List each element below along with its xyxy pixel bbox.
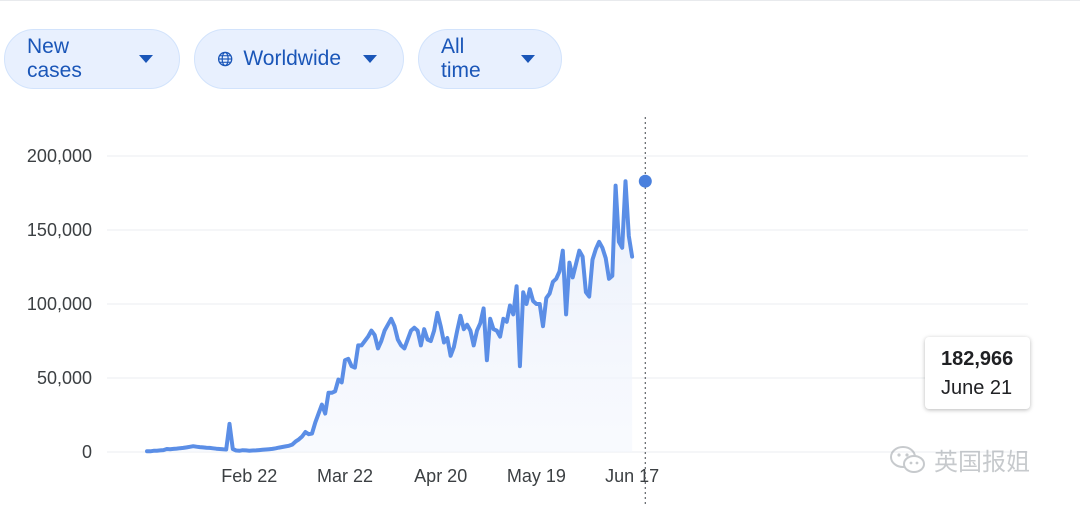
top-divider bbox=[0, 0, 1080, 1]
y-tick-label: 50,000 bbox=[37, 368, 92, 388]
series-line bbox=[145, 179, 635, 454]
x-tick-label: Apr 20 bbox=[414, 466, 467, 486]
caret-down-icon bbox=[139, 55, 153, 63]
caret-down-icon bbox=[363, 55, 377, 63]
region-dropdown[interactable]: Worldwide bbox=[194, 29, 404, 89]
region-dropdown-label: Worldwide bbox=[243, 47, 341, 70]
x-tick-label: Jun 17 bbox=[605, 466, 659, 486]
x-tick-label: Feb 22 bbox=[221, 466, 277, 486]
highlight-point[interactable] bbox=[638, 174, 652, 188]
y-tick-label: 0 bbox=[82, 442, 92, 462]
tooltip: 182,966 June 21 bbox=[925, 337, 1030, 409]
watermark: 英国报姐 bbox=[888, 442, 1030, 477]
tooltip-value: 182,966 bbox=[941, 348, 1014, 370]
x-tick-label: May 19 bbox=[507, 466, 566, 486]
y-tick-label: 200,000 bbox=[27, 146, 92, 166]
wechat-icon bbox=[890, 445, 925, 473]
metric-dropdown-label: New cases bbox=[27, 35, 82, 82]
globe-icon bbox=[217, 51, 233, 67]
filter-bar: New cases Worldwide All time bbox=[4, 29, 562, 93]
range-dropdown-label: All time bbox=[441, 35, 481, 82]
watermark-text: 英国报姐 bbox=[934, 448, 1030, 476]
caret-down-icon bbox=[521, 55, 535, 63]
y-tick-label: 150,000 bbox=[27, 220, 92, 240]
metric-dropdown[interactable]: New cases bbox=[4, 29, 180, 89]
range-dropdown[interactable]: All time bbox=[418, 29, 562, 89]
series-area bbox=[147, 181, 633, 452]
x-tick-label: Mar 22 bbox=[317, 466, 373, 486]
tooltip-date: June 21 bbox=[941, 377, 1013, 399]
y-tick-label: 100,000 bbox=[27, 294, 92, 314]
